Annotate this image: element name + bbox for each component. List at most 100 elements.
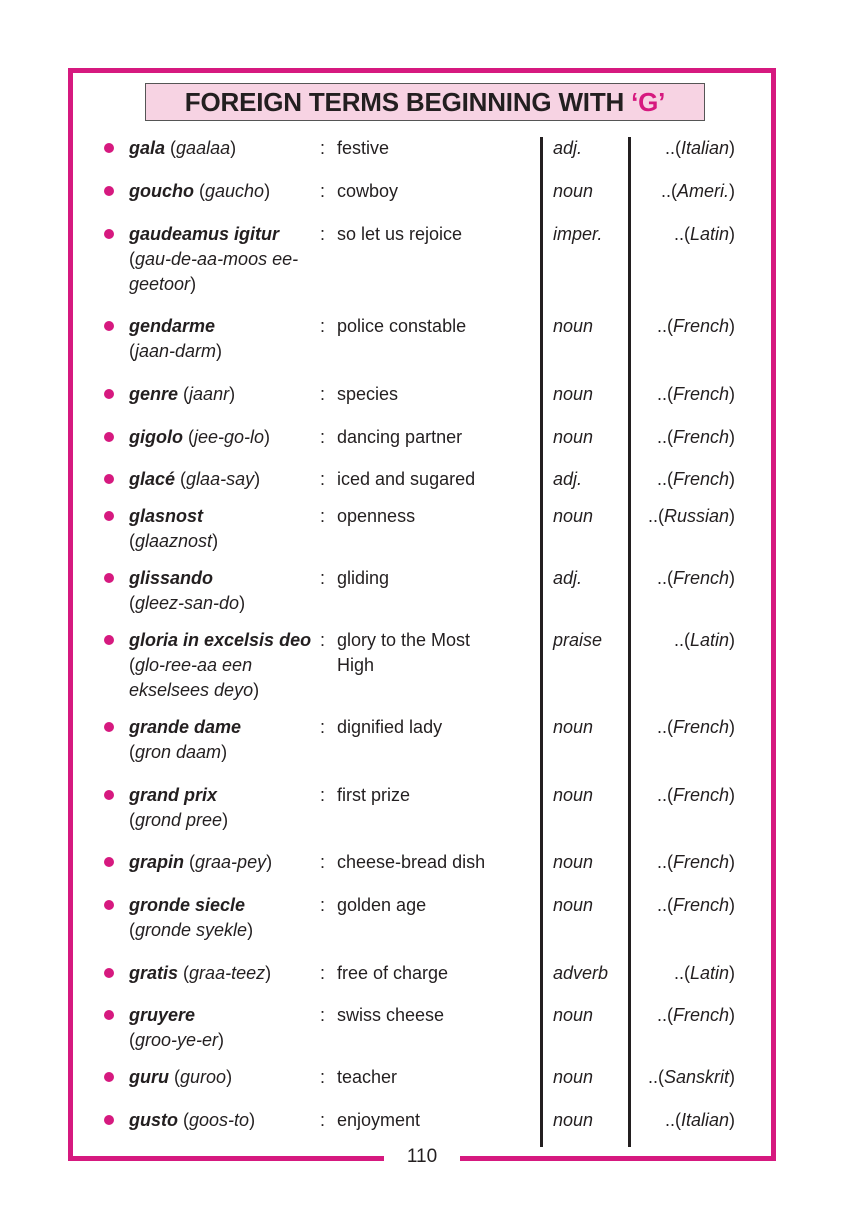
colon-separator: : [320, 1110, 326, 1130]
term-cell: glasnost (glaaznost) [129, 506, 219, 551]
bullet-icon [104, 790, 114, 800]
pronunciation: gaalaa [176, 138, 231, 158]
term: genre [129, 384, 179, 404]
column-divider [628, 137, 631, 1147]
term: gendarme [129, 316, 216, 336]
colon-separator: : [320, 963, 326, 983]
pronunciation: glaaznost [135, 531, 213, 551]
meaning: first prize [337, 785, 411, 805]
term: guru [129, 1067, 169, 1087]
bullet-icon [104, 1010, 114, 1020]
term-cell: gloria in excelsis deo (glo-ree-aa een e… [129, 630, 312, 700]
origin-language: Italian [680, 1110, 729, 1130]
part-of-speech: noun [553, 384, 594, 404]
term-cell: gusto (goos-to) [129, 1110, 256, 1130]
bullet-icon [104, 968, 114, 978]
bullet-icon [104, 474, 114, 484]
pronunciation: graa-pey [195, 852, 267, 872]
pronunciation: graa-teez [189, 963, 266, 983]
term: glissando [129, 568, 214, 588]
origin-language: Italian [680, 138, 729, 158]
meaning: species [337, 384, 399, 404]
part-of-speech: noun [553, 852, 594, 872]
part-of-speech: noun [553, 785, 594, 805]
colon-separator: : [320, 717, 326, 737]
origin: ..(Russian) [647, 506, 735, 526]
bullet-icon [104, 635, 114, 645]
origin: ..(French) [656, 384, 735, 404]
bullet-icon [104, 900, 114, 910]
bullet-icon [104, 511, 114, 521]
bullet-icon [104, 186, 114, 196]
origin: ..(French) [656, 1005, 735, 1025]
origin: ..(Latin) [673, 224, 735, 244]
term-cell: glacé (glaa-say) [129, 469, 261, 489]
colon-separator: : [320, 895, 326, 915]
meaning: cheese-bread dish [337, 852, 486, 872]
part-of-speech: adj. [553, 138, 583, 158]
origin-language: French [672, 852, 729, 872]
colon-separator: : [320, 384, 326, 404]
page-number: 110 [406, 1146, 438, 1167]
meaning: iced and sugared [337, 469, 476, 489]
term-cell: gigolo (jee-go-lo) [129, 427, 271, 447]
title-text: FOREIGN TERMS BEGINNING WITH [184, 87, 632, 117]
origin: ..(Latin) [673, 630, 735, 650]
colon-separator: : [320, 630, 326, 650]
meaning: dignified lady [337, 717, 443, 737]
pronunciation: gron daam [135, 742, 222, 762]
part-of-speech: noun [553, 316, 594, 336]
colon-separator: : [320, 1005, 326, 1025]
colon-separator: : [320, 852, 326, 872]
meaning: free of charge [337, 963, 449, 983]
meaning: enjoyment [337, 1110, 421, 1130]
origin-language: French [672, 717, 729, 737]
origin: ..(French) [656, 568, 735, 588]
part-of-speech: adverb [553, 963, 609, 983]
pronunciation: jee-go-lo [194, 427, 265, 447]
page-number-gap [384, 1150, 460, 1162]
colon-separator: : [320, 316, 326, 336]
term: glasnost [129, 506, 204, 526]
pronunciation: glaa-say [186, 469, 255, 489]
origin: ..(Ameri.) [660, 181, 735, 201]
part-of-speech: noun [553, 1067, 594, 1087]
bullet-icon [104, 722, 114, 732]
term-cell: gratis (graa-teez) [129, 963, 272, 983]
meaning: swiss cheese [337, 1005, 445, 1025]
term-cell: gala (gaalaa) [129, 138, 237, 158]
origin-language: French [672, 384, 729, 404]
term: gaudeamus igitur [129, 224, 280, 244]
origin-language: French [672, 469, 729, 489]
term: glacé [129, 469, 176, 489]
term-cell: grand prix (grond pree) [129, 785, 229, 830]
part-of-speech: praise [553, 630, 603, 650]
meaning: police constable [337, 316, 467, 336]
colon-separator: : [320, 427, 326, 447]
origin-language: Sanskrit [663, 1067, 729, 1087]
term-cell: glissando (gleez-san-do) [129, 568, 246, 613]
colon-separator: : [320, 224, 326, 244]
bullet-icon [104, 573, 114, 583]
term-cell: genre (jaanr) [129, 384, 236, 404]
meaning: cowboy [337, 181, 399, 201]
origin-language: French [672, 316, 729, 336]
origin: ..(French) [656, 895, 735, 915]
colon-separator: : [320, 1067, 326, 1087]
term: gruyere [129, 1005, 196, 1025]
bullet-icon [104, 1072, 114, 1082]
origin-language: French [672, 1005, 729, 1025]
bullet-icon [104, 432, 114, 442]
term-cell: goucho (gaucho) [129, 181, 271, 201]
bullet-icon [104, 389, 114, 399]
pronunciation: gleez-san-do [135, 593, 240, 613]
term: gusto [129, 1110, 178, 1130]
pronunciation: guroo [180, 1067, 227, 1087]
bullet-icon [104, 857, 114, 867]
colon-separator: : [320, 506, 326, 526]
part-of-speech: noun [553, 1110, 594, 1130]
colon-separator: : [320, 181, 326, 201]
origin-language: French [672, 785, 729, 805]
term-cell: gaudeamus igitur (gau-de-aa-moos ee-geet… [129, 224, 299, 294]
